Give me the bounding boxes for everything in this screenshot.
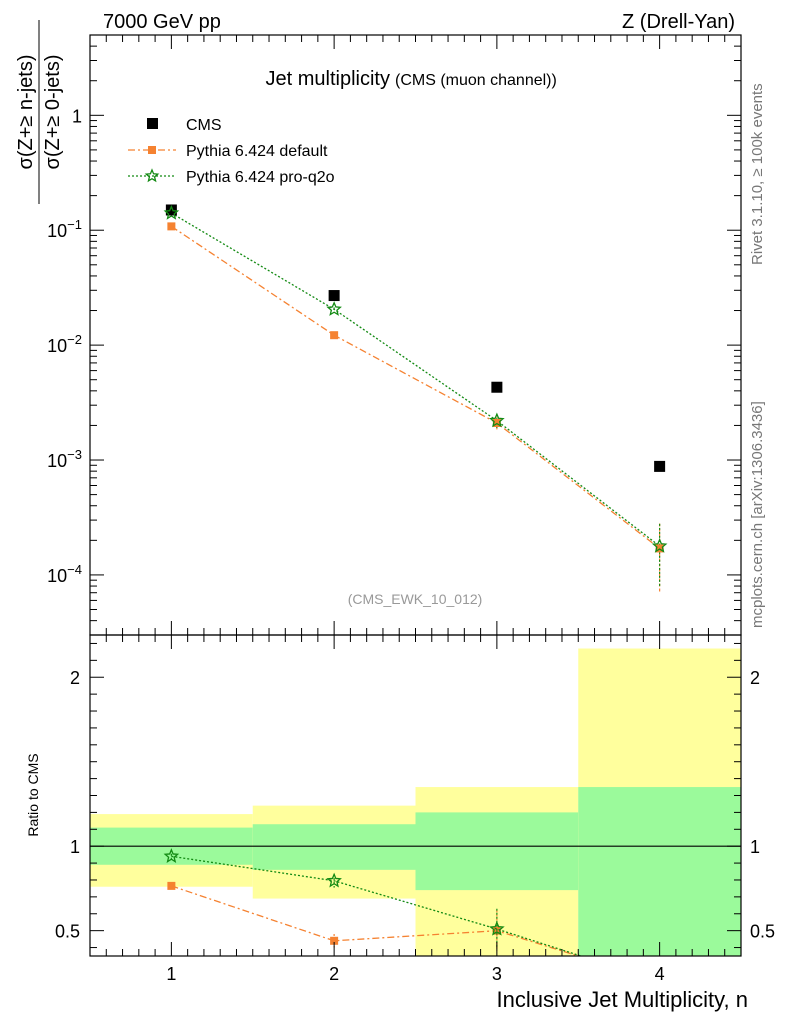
ratio-y-tick-label: 0.5 [55,922,80,942]
chart-title: Jet multiplicity [266,68,390,90]
uncertainty-band-inner [415,812,579,891]
energy-label: 7000 GeV pp [103,11,221,33]
legend-label-cms: CMS [186,117,222,134]
mcplots-label: mcplots.cern.ch [arXiv:1306.3436] [749,401,766,628]
ratio-proq2o-point [163,848,180,863]
chart-subtitle: (CMS (muon channel)) [395,72,557,89]
default-point [330,331,339,340]
ratio-default-point [167,881,176,890]
proq2o-point [489,412,505,428]
series-line-1 [171,225,660,549]
y-tick-label: 1 [72,106,82,126]
main-panel: 1 10−1 10−2 10−3 10−4 Jet multiplicity (CMS … [15,20,742,636]
y-tick-label: 10−3 [47,447,82,471]
cms-point [654,460,666,472]
ratio-line-1 [171,855,584,956]
y-tick-label: 10−2 [47,332,82,356]
default-point [167,222,176,231]
legend-label-proq2o: Pythia 6.424 pro-q2o [186,169,335,186]
process-label: Z (Drell-Yan) [622,11,735,33]
y-title-denominator: σ(Z+≥ 0-jets) [42,55,64,170]
x-axis-title: Inclusive Jet Multiplicity, n [497,987,748,1012]
ratio-y-tick-label-right: 1 [750,837,760,857]
ratio-proq2o-point [489,920,505,936]
series-line-2 [171,212,660,547]
y-tick-label: 10−4 [47,562,82,586]
cms-point [328,290,340,302]
cms-point [491,381,503,393]
x-tick-label: 4 [655,964,665,984]
cms-point [165,204,177,216]
legend: CMS Pythia 6.424 default Pythia 6.424 pr… [128,117,335,186]
x-tick-label: 3 [492,964,502,984]
ratio-y-tick-label-right: 2 [750,668,760,688]
ratio-y-tick-label-right: 0.5 [750,922,775,942]
y-tick-label: 10−1 [47,217,82,241]
y-axis-title: σ(Z+≥ n-jets) σ(Z+≥ 0-jets) [15,20,64,204]
ratio-y-tick-label: 1 [70,837,80,857]
ratio-line-0 [171,885,581,956]
proq2o-point [163,204,180,220]
legend-marker-proq2o [144,168,160,183]
analysis-tag: (CMS_EWK_10_012) [348,591,483,607]
proq2o-point [326,301,342,316]
y-title-numerator: σ(Z+≥ n-jets) [15,55,37,170]
uncertainty-band-inner [578,787,741,956]
ratio-default-point [330,936,339,945]
ratio-y-title: Ratio to CMS [25,753,41,836]
legend-marker-cms [147,118,158,129]
ratio-panel: 0.5 0.5 1 1 2 2 1 2 3 4 Ratio to CMS Inclusive Je… [25,634,775,1012]
uncertainty-band-inner [252,824,416,870]
legend-marker-default [148,146,156,154]
rivet-label: Rivet 3.1.10, ≥ 100k events [749,83,766,265]
legend-label-default: Pythia 6.424 default [186,143,328,160]
ratio-proq2o-point [326,872,342,888]
x-tick-label: 1 [166,964,176,984]
proq2o-point [651,537,668,553]
x-tick-label: 2 [329,964,339,984]
ratio-y-tick-label: 2 [70,668,80,688]
